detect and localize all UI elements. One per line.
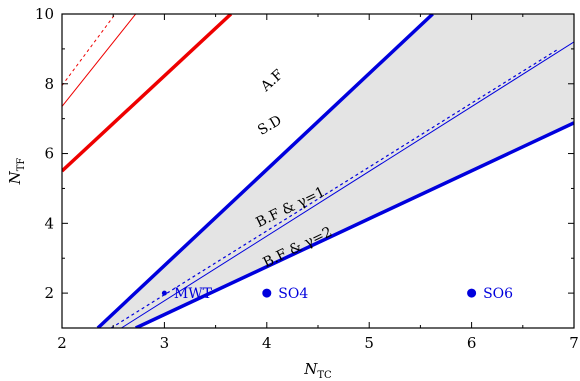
series-line-b-f-2 <box>134 121 574 328</box>
y-tick-label: 4 <box>44 214 54 232</box>
series-line-red-4 <box>62 14 233 173</box>
series-line-red-5 <box>62 14 137 107</box>
line-label-a-f: A.F <box>257 67 287 96</box>
data-point-so6 <box>467 288 477 298</box>
x-tick-label: 2 <box>57 334 67 352</box>
point-label-mwt: MWT <box>174 286 213 302</box>
series-line-a-f <box>96 14 434 328</box>
data-point-mwt <box>161 290 167 296</box>
point-label-so4: SO4 <box>278 286 308 302</box>
y-axis-label: NTF <box>6 158 27 186</box>
point-label-so6: SO6 <box>483 286 513 302</box>
x-tick-label: 3 <box>160 334 170 352</box>
y-tick-label: 6 <box>44 145 54 163</box>
series-line-s-d <box>110 48 559 328</box>
y-tick-label: 8 <box>44 75 54 93</box>
x-tick-label: 7 <box>569 334 579 352</box>
x-tick-label: 4 <box>262 334 272 352</box>
y-tick-label: 2 <box>44 284 54 302</box>
series-line-red-6 <box>62 14 116 86</box>
series-line-b-f-1 <box>121 41 574 328</box>
x-tick-label: 6 <box>467 334 477 352</box>
line-label-s-d: S.D <box>255 113 284 139</box>
x-axis-label: NTC <box>303 360 332 381</box>
x-tick-label: 5 <box>364 334 374 352</box>
y-tick-label: 10 <box>35 5 54 23</box>
shaded-region <box>97 14 574 328</box>
data-point-so4 <box>262 288 272 298</box>
